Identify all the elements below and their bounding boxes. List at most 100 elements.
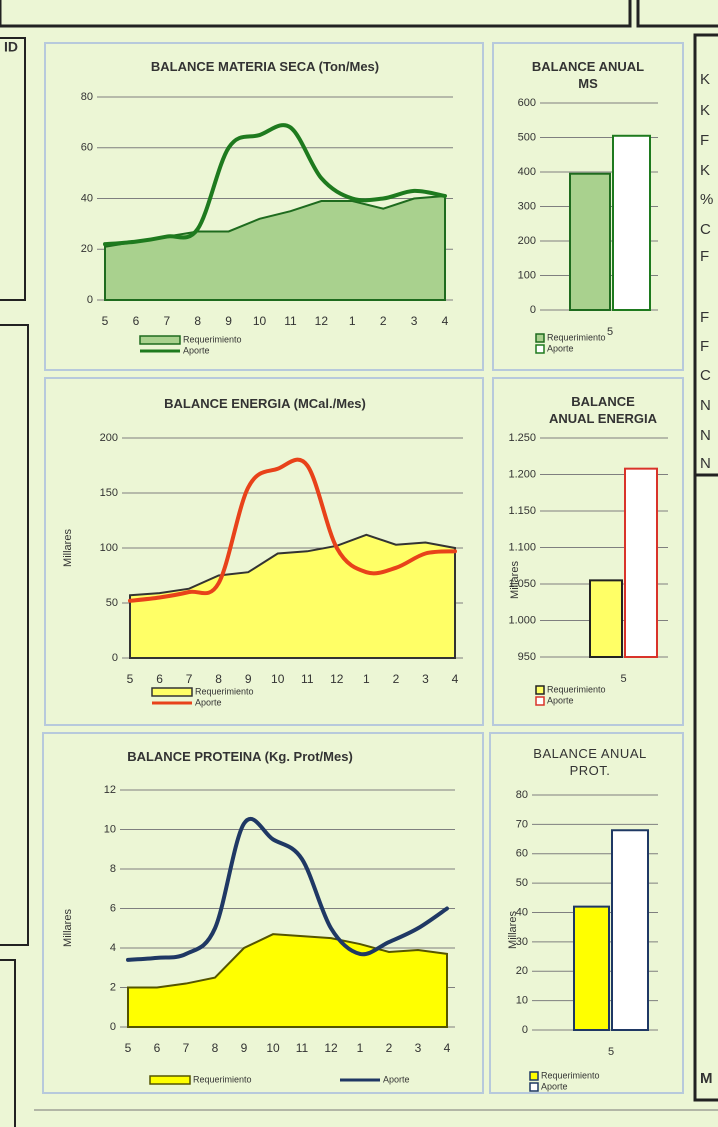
bar: [624, 467, 658, 658]
legend-swatch: [151, 687, 193, 697]
bar: [573, 905, 610, 1031]
y-tick-label: 80: [81, 91, 93, 103]
y-tick-label: 50: [516, 877, 528, 889]
top-cell: [636, 0, 718, 28]
bar: [611, 829, 649, 1031]
x-tick-label: 3: [411, 314, 418, 328]
y-tick-label: 100: [518, 269, 536, 281]
side-label: C: [700, 367, 711, 384]
left-cell: [0, 324, 29, 946]
y-tick-label: 10: [104, 823, 116, 835]
y-tick-label: 300: [518, 200, 536, 212]
x-tick-label: 12: [324, 1041, 338, 1055]
y-axis-label: Millares: [509, 561, 521, 599]
y-tick-label: 400: [518, 166, 536, 178]
y-tick-label: 1.150: [508, 505, 536, 517]
side-label: F: [700, 248, 709, 265]
legend-label: Requerimiento: [541, 1070, 600, 1080]
y-tick-label: 0: [112, 652, 118, 664]
x-tick-label: 5: [102, 314, 109, 328]
left-label: ID: [4, 39, 18, 55]
chart-frame: [492, 42, 684, 371]
x-tick-label: 2: [380, 314, 387, 328]
x-tick-label: 11: [296, 1041, 309, 1055]
legend-label: Requerimiento: [547, 332, 606, 342]
y-tick-label: 1.250: [508, 432, 536, 444]
side-cell: [693, 473, 718, 1102]
y-tick-label: 0: [530, 304, 536, 316]
x-tick-label: 2: [386, 1041, 393, 1055]
y-tick-label: 80: [516, 789, 528, 801]
x-tick-label: 1: [349, 314, 356, 328]
legend-label: Requerimiento: [193, 1074, 252, 1084]
legend-swatch: [529, 1071, 539, 1081]
x-tick-label: 6: [156, 672, 163, 686]
y-tick-label: 30: [516, 936, 528, 948]
y-tick-label: 0: [522, 1024, 528, 1036]
chart-title: BALANCE PROTEINA (Kg. Prot/Mes): [127, 749, 353, 764]
y-tick-label: 4: [110, 942, 116, 954]
x-tick-label: 11: [301, 672, 314, 686]
legend-swatch: [535, 344, 545, 354]
y-tick-label: 60: [81, 142, 93, 154]
x-tick-label: 9: [245, 672, 252, 686]
x-tick-label: 5: [608, 1046, 614, 1058]
y-axis-label: Millares: [62, 529, 74, 567]
side-label: K: [700, 162, 710, 179]
y-tick-label: 0: [110, 1021, 116, 1033]
x-tick-label: 5: [125, 1041, 132, 1055]
x-tick-label: 7: [183, 1041, 190, 1055]
x-tick-label: 9: [241, 1041, 248, 1055]
y-axis-label: Millares: [62, 909, 74, 947]
y-tick-label: 8: [110, 863, 116, 875]
left-cell: [0, 959, 16, 1127]
x-tick-label: 9: [225, 314, 232, 328]
chart-frame: [42, 732, 484, 1094]
x-tick-label: 12: [330, 672, 344, 686]
y-tick-label: 20: [81, 243, 93, 255]
y-tick-label: 70: [516, 818, 528, 830]
bar: [569, 172, 611, 311]
legend-swatch: [535, 333, 545, 343]
y-tick-label: 6: [110, 902, 116, 914]
y-tick-label: 12: [104, 784, 116, 796]
y-tick-label: 50: [106, 597, 118, 609]
y-tick-label: 40: [81, 192, 93, 204]
side-label: K: [700, 102, 710, 119]
side-label: M: [700, 1070, 713, 1087]
y-tick-label: 200: [518, 235, 536, 247]
x-tick-label: 10: [253, 314, 267, 328]
x-tick-label: 7: [186, 672, 193, 686]
bar: [589, 579, 623, 658]
y-tick-label: 10: [516, 995, 528, 1007]
chart-title: BALANCE ENERGIA (MCal./Mes): [164, 396, 366, 411]
x-tick-label: 5: [620, 673, 626, 685]
y-tick-label: 20: [516, 965, 528, 977]
legend-swatch: [529, 1082, 539, 1092]
left-cell: [0, 37, 26, 301]
area: [129, 533, 456, 659]
x-tick-label: 8: [212, 1041, 219, 1055]
x-tick-label: 12: [315, 314, 329, 328]
y-tick-label: 60: [516, 848, 528, 860]
side-label: N: [700, 427, 711, 444]
legend-label: Aporte: [183, 345, 210, 355]
legend-label: Aporte: [547, 343, 574, 353]
chart-frame: [489, 732, 684, 1094]
y-tick-label: 40: [516, 906, 528, 918]
x-tick-label: 6: [154, 1041, 161, 1055]
side-label: K: [700, 71, 710, 88]
x-tick-label: 8: [194, 314, 201, 328]
legend-swatch: [535, 696, 545, 706]
x-tick-label: 7: [163, 314, 170, 328]
y-tick-label: 1.050: [508, 578, 536, 590]
chart-title: BALANCE ANUAL PROT.: [533, 746, 647, 778]
chart-title: BALANCE MATERIA SECA (Ton/Mes): [150, 59, 380, 74]
line: [103, 123, 447, 247]
x-tick-label: 1: [357, 1041, 364, 1055]
chart-title: BALANCE ANUAL ENERGIA: [548, 394, 658, 426]
area: [104, 194, 446, 301]
legend-label: Aporte: [541, 1081, 568, 1091]
